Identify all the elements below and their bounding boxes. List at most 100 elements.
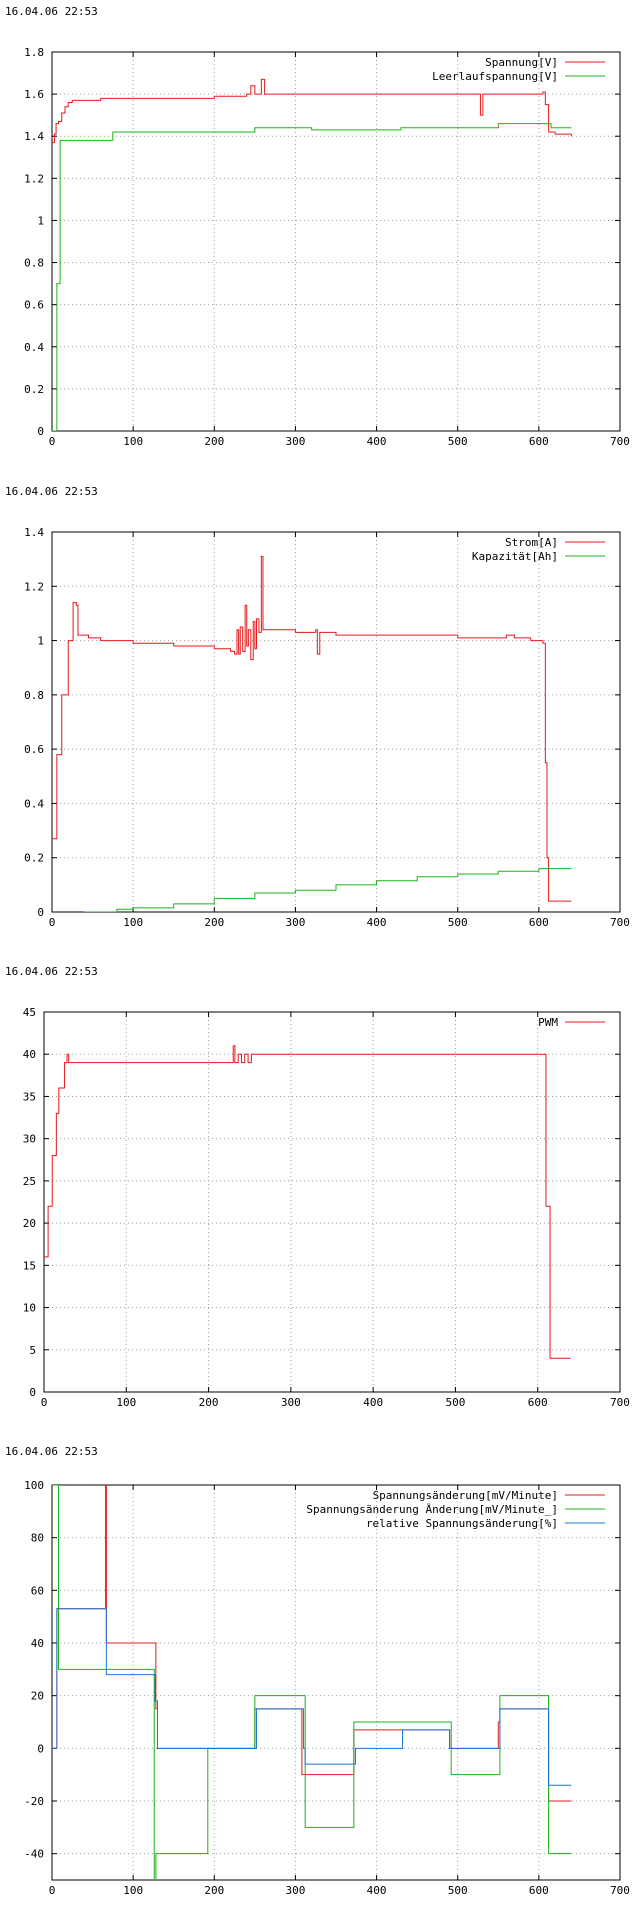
- y-tick-label: 30: [23, 1133, 36, 1146]
- x-tick-label: 200: [204, 916, 224, 929]
- x-tick-label: 100: [123, 435, 143, 448]
- series-line-1: [52, 123, 572, 431]
- x-tick-label: 500: [448, 1884, 468, 1897]
- chart-voltage-svg: 0 100 200 300 400 500 600 700 0 0.2 0.4 0.6 0.8 1 1.2 1…: [24, 46, 630, 448]
- x-tick-label: 100: [123, 916, 143, 929]
- y-tick-label: 20: [23, 1217, 36, 1230]
- y-tick-label: 20: [31, 1690, 44, 1703]
- chart-timestamp: 16.04.06 22:53: [5, 1445, 98, 1458]
- x-tick-label: 400: [367, 1884, 387, 1897]
- series-line-1: [84, 868, 572, 912]
- y-tick-label: 0: [37, 1742, 44, 1755]
- chart-voltage-change-svg: 0 100 200 300 400 500 600 700 -40 -20 0 20 40 60 80 100…: [24, 1479, 630, 1897]
- grid: [52, 1485, 620, 1880]
- x-tick-label: 300: [285, 916, 305, 929]
- y-tick-label: 1.4: [24, 130, 44, 143]
- x-tick-label: 200: [204, 1884, 224, 1897]
- plot-frame: [51, 531, 621, 913]
- chart-timestamp: 16.04.06 22:53: [5, 5, 98, 18]
- chart-timestamp: 16.04.06 22:53: [5, 485, 98, 498]
- y-tick-label: 0.4: [24, 797, 44, 810]
- chart-current-capacity: 16.04.06 22:53 0 100 200 300 400 500 600 700 0 0.…: [0, 480, 640, 960]
- x-tick-label: 700: [610, 1884, 630, 1897]
- y-tick-label: 0.4: [24, 341, 44, 354]
- x-tick-label: 600: [529, 1884, 549, 1897]
- legend-label: Strom[A]: [505, 536, 558, 549]
- y-tick-label: 0.8: [24, 689, 44, 702]
- x-tick-label: 100: [116, 1396, 136, 1409]
- y-tick-label: 40: [31, 1637, 44, 1650]
- y-tick-label: 0.6: [24, 299, 44, 312]
- y-tick-label: 0.6: [24, 743, 44, 756]
- chart-pwm-svg: 0 100 200 300 400 500 600 700 0 5 10 15 20 25 30 35 40 45…: [23, 1006, 630, 1409]
- x-tick-label: 400: [367, 916, 387, 929]
- legend-label: Spannungsänderung Änderung[mV/Minute_]: [306, 1503, 558, 1516]
- chart-voltage-change: 16.04.06 22:53 0 100 200 300 400 500 600 700 -40…: [0, 1440, 640, 1920]
- y-tick-label: 1.2: [24, 172, 44, 185]
- series-line-0: [44, 1045, 571, 1359]
- y-tick-label: 45: [23, 1006, 36, 1019]
- series-line-1: [52, 1485, 572, 1880]
- x-tick-label: 200: [204, 435, 224, 448]
- x-tick-label: 0: [49, 435, 56, 448]
- x-tick-label: 300: [281, 1396, 301, 1409]
- x-tick-label: 700: [610, 1396, 630, 1409]
- y-tick-label: 0: [29, 1386, 36, 1399]
- y-tick-label: 1.8: [24, 46, 44, 59]
- y-tick-label: 1.2: [24, 580, 44, 593]
- x-tick-label: 700: [610, 435, 630, 448]
- series-line-0: [52, 1485, 572, 1802]
- y-tick-label: 100: [24, 1479, 44, 1492]
- x-tick-label: 400: [367, 435, 387, 448]
- legend-label: Spannung[V]: [485, 56, 558, 69]
- y-tick-label: 1: [37, 635, 44, 648]
- y-tick-label: -40: [24, 1848, 44, 1861]
- chart-current-capacity-svg: 0 100 200 300 400 500 600 700 0 0.2 0.4 0.6 0.8 1 1.2 1…: [24, 526, 630, 929]
- plot-frame: [43, 1011, 621, 1393]
- legend-label: Kapazität[Ah]: [472, 550, 558, 563]
- y-tick-label: 15: [23, 1259, 36, 1272]
- y-tick-label: 60: [31, 1584, 44, 1597]
- x-tick-label: 0: [49, 1884, 56, 1897]
- y-tick-label: 40: [23, 1048, 36, 1061]
- y-tick-label: 0: [37, 906, 44, 919]
- x-tick-label: 0: [49, 916, 56, 929]
- y-tick-label: 1.4: [24, 526, 44, 539]
- y-tick-label: 1.6: [24, 88, 44, 101]
- x-tick-label: 600: [528, 1396, 548, 1409]
- y-tick-label: 5: [29, 1344, 36, 1357]
- y-tick-label: 0.8: [24, 257, 44, 270]
- x-tick-label: 500: [448, 916, 468, 929]
- chart-pwm: 16.04.06 22:53 0 100 200 300 400 500 600 700 0 5 1…: [0, 960, 640, 1440]
- y-tick-label: 80: [31, 1532, 44, 1545]
- legend-label: PWM: [538, 1016, 558, 1029]
- series-line-2: [52, 1608, 572, 1786]
- x-tick-label: 500: [448, 435, 468, 448]
- x-tick-label: 500: [445, 1396, 465, 1409]
- y-tick-label: 0: [37, 425, 44, 438]
- legend-label: Leerlaufspannung[V]: [432, 70, 558, 83]
- x-tick-label: 300: [285, 435, 305, 448]
- legend-label: relative Spannungsänderung[%]: [366, 1517, 558, 1530]
- legend-label: Spannungsänderung[mV/Minute]: [373, 1489, 558, 1502]
- series-line-0: [52, 78, 572, 144]
- series-line-0: [52, 555, 572, 902]
- grid: [52, 532, 620, 912]
- grid: [52, 52, 620, 431]
- y-tick-label: 35: [23, 1090, 36, 1103]
- x-tick-label: 100: [123, 1884, 143, 1897]
- x-tick-label: 300: [285, 1884, 305, 1897]
- x-tick-label: 600: [529, 916, 549, 929]
- chart-timestamp: 16.04.06 22:53: [5, 965, 98, 978]
- y-tick-label: -20: [24, 1795, 44, 1808]
- x-tick-label: 400: [363, 1396, 383, 1409]
- x-tick-label: 600: [529, 435, 549, 448]
- plot-frame: [51, 51, 621, 432]
- y-tick-label: 0.2: [24, 383, 44, 396]
- y-tick-label: 0.2: [24, 852, 44, 865]
- plot-frame: [51, 1484, 621, 1881]
- x-tick-label: 200: [199, 1396, 219, 1409]
- x-tick-label: 0: [41, 1396, 48, 1409]
- chart-voltage: 16.04.06 22:53 0 100 200 300 400 500 600 700 0 0.…: [0, 0, 640, 480]
- y-tick-label: 10: [23, 1302, 36, 1315]
